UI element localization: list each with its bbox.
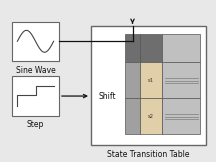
Text: State Transition Table: State Transition Table [107, 150, 190, 159]
Bar [125, 62, 140, 98]
Bar [12, 76, 59, 116]
Bar [162, 98, 200, 134]
Bar [140, 34, 162, 62]
Bar [125, 34, 140, 62]
Text: s2: s2 [148, 114, 154, 119]
Text: Step: Step [27, 120, 44, 129]
Bar [140, 98, 162, 134]
Text: Sine Wave: Sine Wave [16, 66, 55, 75]
Text: s1: s1 [148, 78, 154, 83]
Text: Shift: Shift [98, 92, 116, 101]
Bar [162, 34, 200, 62]
Bar [162, 62, 200, 98]
Bar [140, 62, 162, 98]
Bar [125, 98, 140, 134]
Bar [12, 22, 59, 61]
Bar [91, 26, 206, 145]
